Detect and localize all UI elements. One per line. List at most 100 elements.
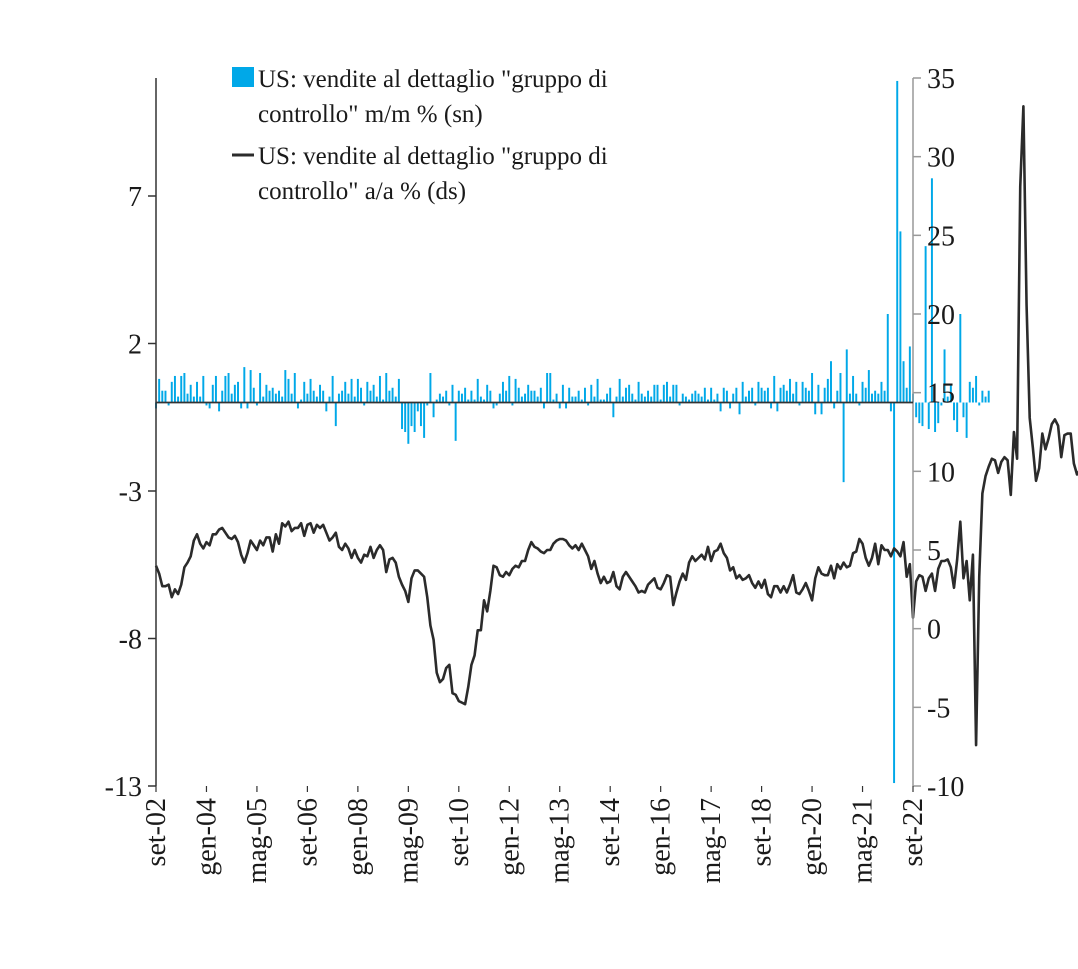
bar-mm	[315, 396, 318, 403]
bar-mm	[366, 381, 369, 403]
bar-mm	[722, 387, 725, 403]
bar-mm	[243, 367, 246, 403]
bar-mm	[962, 402, 965, 418]
bar-mm	[681, 393, 684, 403]
bar-mm	[842, 402, 845, 483]
bar-mm	[580, 399, 583, 403]
bar-mm	[599, 399, 602, 403]
bar-mm	[448, 402, 451, 406]
legend-line-label-line2: controllo" a/a % (ds)	[258, 178, 466, 205]
bar-mm	[606, 393, 609, 403]
bar-mm	[501, 381, 504, 403]
bar-mm	[230, 393, 233, 403]
bar-mm	[202, 375, 205, 403]
bar-mm	[930, 178, 933, 403]
bar-mm	[697, 393, 700, 403]
bar-mm	[568, 387, 571, 403]
bar-mm	[694, 390, 697, 403]
bar-mm	[177, 396, 180, 403]
bar-mm	[981, 390, 984, 403]
bar-mm	[479, 396, 482, 403]
right-tick-label: 20	[927, 300, 955, 331]
bar-mm	[820, 402, 823, 415]
bar-mm	[221, 390, 224, 403]
bar-mm	[987, 390, 990, 403]
bar-mm	[451, 384, 454, 403]
x-tick-label: gen-16	[646, 798, 677, 876]
legend-bar-label-line2: controllo" m/m % (sn)	[258, 101, 483, 128]
bar-mm	[637, 381, 640, 403]
bar-mm	[877, 393, 880, 403]
bar-mm	[653, 384, 656, 403]
bar-mm	[265, 384, 268, 403]
bar-mm	[867, 370, 870, 403]
bar-mm	[807, 390, 810, 403]
bar-mm	[347, 393, 350, 403]
bar-mm	[729, 402, 732, 409]
bar-mm	[691, 393, 694, 403]
bar-mm	[707, 399, 709, 403]
bar-mm	[423, 402, 426, 438]
bar-mm	[748, 390, 750, 403]
x-tick-label: mag-09	[393, 798, 424, 884]
axes: 7 2 -3 -8 -13 35 30 25 20 15 10 5 0 -5 -10 set-02 gen-04…	[105, 64, 965, 884]
bar-mm	[470, 390, 473, 403]
bar-mm	[445, 390, 448, 403]
bar-mm	[255, 402, 258, 406]
bar-mm	[864, 387, 867, 403]
x-tick-label: set-18	[747, 798, 778, 866]
bar-mm	[725, 390, 728, 403]
bar-mm	[527, 384, 530, 403]
bar-mm	[647, 390, 650, 403]
bar-mm	[199, 396, 202, 403]
bar-mm	[577, 390, 580, 403]
x-tick-label: mag-17	[696, 798, 727, 884]
bar-mm	[558, 402, 561, 409]
bar-mm	[404, 402, 407, 432]
bar-mm	[454, 402, 457, 441]
bar-mm	[893, 402, 896, 784]
bar-mm	[549, 373, 552, 403]
bar-mm	[331, 375, 334, 403]
bar-mm	[325, 402, 328, 412]
right-tick-label: 25	[927, 221, 955, 252]
bar-mm	[710, 387, 713, 403]
bar-mm	[419, 402, 422, 427]
bar-mm	[918, 402, 921, 424]
bar-mm	[344, 381, 347, 403]
bar-mm	[845, 349, 848, 403]
x-tick-label: set-22	[898, 798, 929, 866]
bar-mm	[612, 402, 615, 418]
bar-mm	[492, 402, 495, 409]
right-tick-label: 5	[927, 536, 941, 567]
bar-mm	[372, 384, 375, 403]
x-tick-label: gen-08	[343, 798, 374, 876]
bar-mm	[505, 390, 508, 403]
bar-mm	[848, 393, 851, 403]
bar-mm	[678, 402, 681, 406]
bar-mm	[319, 384, 321, 403]
bar-mm	[322, 390, 325, 403]
bar-mm	[192, 396, 195, 403]
bar-mm	[975, 375, 978, 403]
bar-mm	[719, 402, 722, 412]
bar-mm	[801, 381, 804, 403]
bar-mm	[713, 399, 716, 403]
bar-mm	[189, 384, 192, 403]
bar-mm	[353, 396, 356, 403]
bar-mm	[410, 402, 413, 427]
bar-mm	[915, 402, 918, 418]
bar-mm	[672, 384, 675, 403]
bar-mm	[561, 384, 564, 403]
bar-mm	[281, 396, 284, 403]
bar-mm	[811, 373, 814, 403]
bar-mm	[937, 402, 940, 424]
bar-mm	[438, 393, 441, 403]
bar-mm	[290, 393, 293, 403]
bar-mm	[782, 384, 785, 403]
bar-mm	[511, 402, 514, 406]
bar-mm	[855, 393, 858, 403]
left-tick-label: -3	[119, 477, 142, 508]
bar-mm	[631, 393, 634, 403]
bar-mm	[426, 402, 429, 406]
